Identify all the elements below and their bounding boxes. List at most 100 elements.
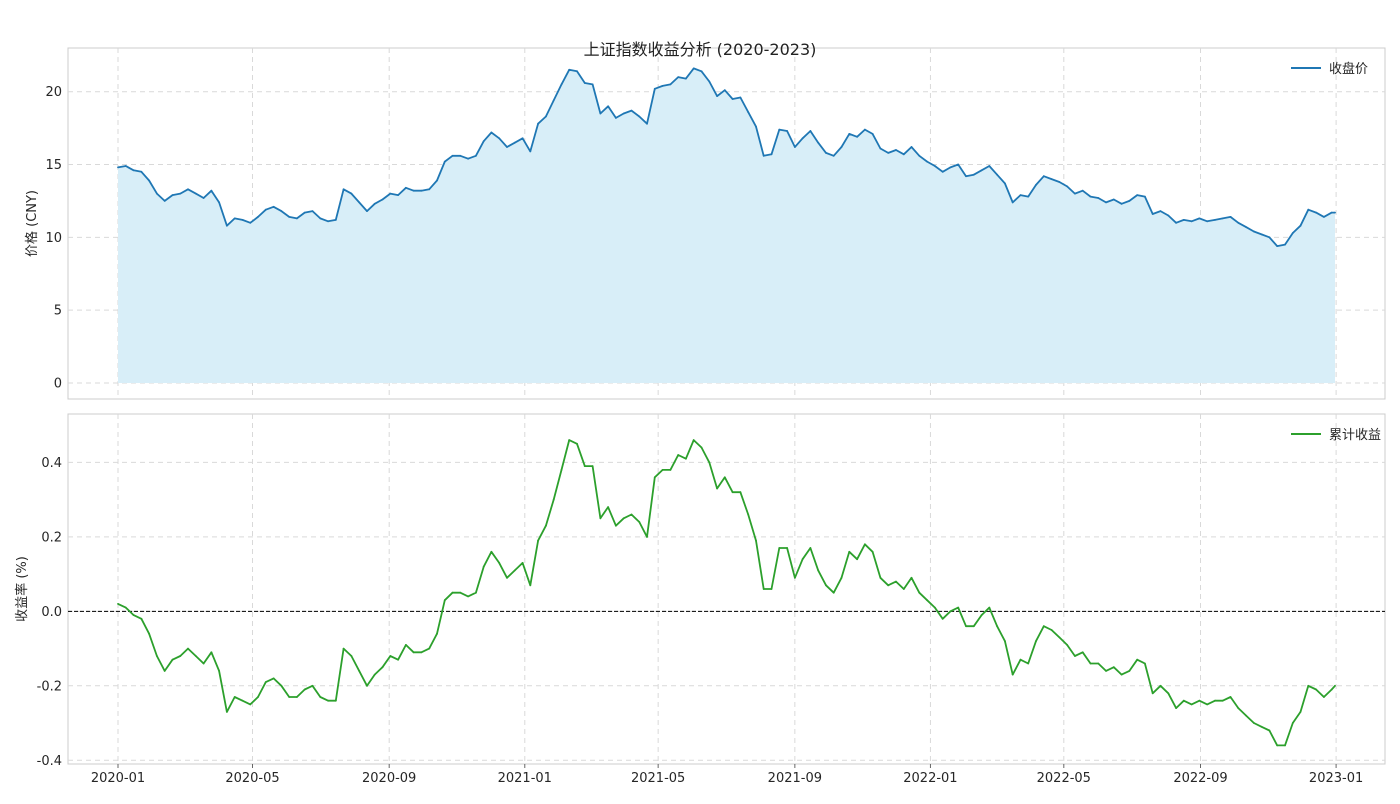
data-point	[965, 625, 967, 628]
data-point	[218, 201, 221, 204]
y-tick-label: 0.0	[41, 605, 62, 620]
data-point	[1167, 214, 1170, 217]
data-point	[918, 154, 921, 157]
data-point	[124, 606, 127, 609]
data-point	[1229, 696, 1232, 698]
data-point	[482, 565, 485, 568]
data-point	[599, 517, 602, 520]
data-point	[1299, 711, 1302, 713]
data-point	[622, 112, 625, 115]
data-point	[545, 115, 547, 118]
data-point	[1291, 232, 1294, 234]
data-point	[988, 606, 991, 609]
data-point	[537, 122, 539, 125]
data-point	[615, 117, 617, 119]
data-point	[1276, 245, 1279, 248]
data-point	[1190, 220, 1193, 223]
data-point	[1128, 200, 1131, 202]
data-point	[350, 655, 353, 657]
data-point	[1151, 692, 1154, 695]
x-tick-label: 2020-01	[91, 771, 145, 786]
data-point	[910, 146, 913, 148]
data-point	[669, 83, 672, 86]
data-point	[498, 137, 501, 140]
data-point	[622, 517, 625, 520]
y-tick-label: 5	[54, 304, 62, 319]
y-tick-label: -0.2	[37, 679, 62, 694]
data-point	[576, 442, 578, 445]
data-point	[972, 625, 975, 628]
data-point	[646, 122, 648, 125]
data-point	[1035, 184, 1037, 186]
y-axis-label: 收益率 (%)	[14, 556, 30, 622]
data-point	[202, 662, 205, 665]
data-point	[296, 217, 298, 220]
data-point	[1081, 651, 1084, 654]
data-point	[887, 152, 890, 154]
data-point	[218, 670, 221, 672]
data-point	[1260, 725, 1263, 728]
data-point	[630, 513, 633, 516]
data-point	[467, 157, 469, 160]
legend-label: 收盘价	[1329, 61, 1368, 77]
data-point	[210, 651, 213, 654]
data-point	[490, 131, 493, 134]
data-point	[428, 647, 431, 650]
data-point	[1151, 213, 1154, 215]
data-point	[1323, 696, 1325, 698]
data-point	[638, 521, 641, 523]
data-point	[140, 617, 143, 620]
x-tick-label: 2020-05	[225, 771, 279, 786]
data-point	[996, 173, 998, 176]
data-point	[731, 491, 734, 494]
data-point	[163, 670, 166, 672]
data-point	[677, 454, 680, 456]
data-point	[755, 125, 757, 128]
data-point	[451, 154, 454, 157]
plot-area-1	[67, 413, 1386, 765]
data-point	[521, 562, 524, 564]
x-tick-label: 2021-05	[631, 771, 685, 786]
data-point	[334, 219, 337, 221]
data-point	[1097, 197, 1100, 199]
data-point	[412, 189, 415, 192]
data-point	[560, 83, 563, 86]
data-point	[233, 217, 236, 220]
data-point	[576, 70, 578, 73]
data-point	[1089, 662, 1092, 665]
data-point	[373, 673, 376, 676]
data-point	[910, 576, 913, 579]
y-tick-label: 0.2	[41, 530, 62, 545]
data-point	[1066, 185, 1068, 188]
data-point	[778, 128, 781, 131]
data-point	[692, 439, 695, 441]
data-point	[1307, 684, 1310, 687]
data-point	[303, 211, 306, 214]
data-point	[1004, 182, 1006, 185]
data-point	[1214, 219, 1216, 221]
data-point	[980, 614, 983, 616]
data-point	[926, 599, 928, 602]
data-point	[1035, 640, 1037, 642]
data-point	[397, 194, 399, 197]
data-point	[545, 524, 547, 527]
data-point	[980, 169, 983, 172]
data-point	[949, 166, 952, 169]
data-point	[708, 80, 711, 83]
data-point	[1058, 181, 1061, 183]
data-point	[685, 77, 687, 80]
data-point	[568, 68, 571, 71]
data-point	[1027, 662, 1030, 665]
data-point	[653, 476, 656, 479]
data-point	[459, 591, 462, 594]
data-point	[615, 524, 617, 527]
data-point	[583, 82, 586, 84]
data-point	[786, 130, 788, 132]
data-point	[1019, 658, 1022, 661]
data-point	[327, 699, 329, 702]
data-point	[1042, 175, 1045, 178]
data-point	[132, 169, 135, 172]
data-point	[794, 146, 796, 148]
data-point	[965, 175, 967, 178]
